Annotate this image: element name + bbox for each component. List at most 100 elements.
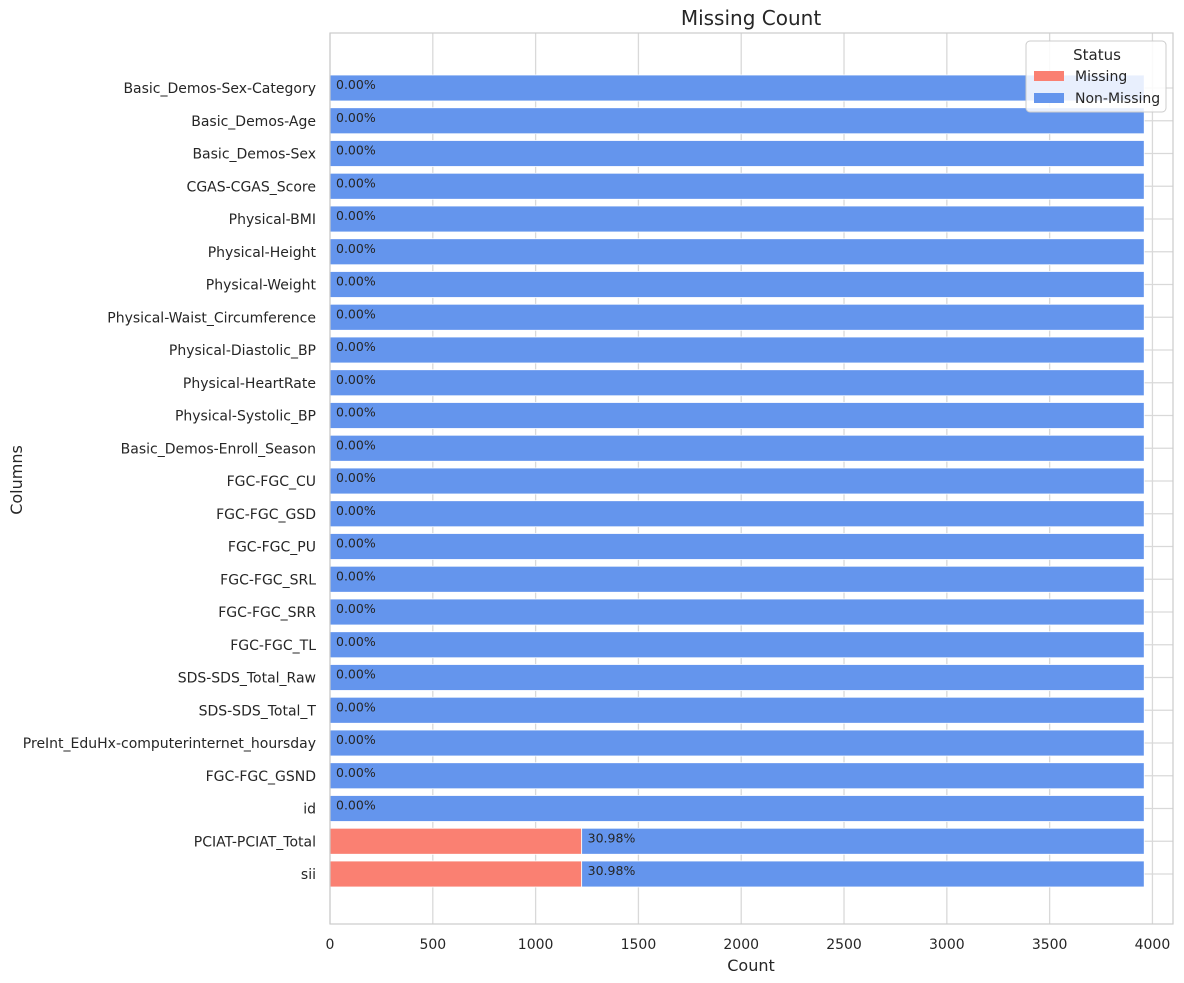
y-tick-label: PCIAT-PCIAT_Total — [194, 834, 316, 850]
x-tick-label: 2000 — [723, 937, 759, 953]
bar-non-missing — [329, 696, 1145, 724]
percent-label: 0.00% — [336, 732, 376, 747]
percent-label: 30.98% — [588, 830, 636, 845]
y-tick-label: Physical-HeartRate — [183, 376, 316, 392]
bar-non-missing — [329, 402, 1145, 429]
bar-non-missing — [581, 827, 1145, 855]
percent-label: 0.00% — [336, 339, 376, 354]
bar-non-missing — [329, 467, 1145, 495]
x-tick-label: 4000 — [1135, 937, 1171, 953]
y-tick-labels: Basic_Demos-Sex-Category Basic_Demos-Age B… — [23, 81, 317, 883]
x-tick-label: 1000 — [518, 937, 554, 953]
percent-label: 0.00% — [336, 306, 376, 321]
bar-non-missing — [329, 107, 1145, 135]
y-tick-label: Basic_Demos-Age — [191, 114, 316, 130]
percent-label: 0.00% — [336, 274, 376, 289]
y-tick-label: PreInt_EduHx-computerinternet_hoursday — [23, 736, 316, 752]
percent-label: 0.00% — [336, 503, 376, 518]
x-tick-label: 1500 — [621, 937, 657, 953]
y-tick-label: SDS-SDS_Total_Raw — [178, 671, 316, 687]
percent-label: 0.00% — [336, 601, 376, 616]
bar-non-missing — [329, 664, 1145, 691]
y-tick-label: Basic_Demos-Sex-Category — [123, 81, 316, 97]
percent-label: 0.00% — [336, 208, 376, 223]
bar-missing — [329, 860, 583, 888]
bar-non-missing — [329, 205, 1145, 233]
y-tick-label: Physical-Weight — [206, 278, 317, 294]
y-tick-label: FGC-FGC_SRL — [220, 572, 316, 588]
bar-non-missing — [329, 369, 1145, 397]
legend-swatch-missing — [1034, 71, 1064, 81]
y-tick-label: id — [303, 802, 316, 818]
percent-label: 0.00% — [336, 568, 376, 583]
percent-label: 0.00% — [336, 634, 376, 649]
percent-label: 0.00% — [336, 241, 376, 256]
y-tick-label: FGC-FGC_GSND — [206, 769, 316, 785]
y-tick-label: SDS-SDS_Total_T — [199, 703, 317, 719]
y-tick-label: Basic_Demos-Enroll_Season — [121, 441, 316, 457]
percent-label: 0.00% — [336, 405, 376, 420]
bar-non-missing — [329, 795, 1145, 822]
y-tick-label: Physical-Diastolic_BP — [169, 343, 316, 359]
bar-non-missing — [329, 140, 1145, 167]
y-tick-label: CGAS-CGAS_Score — [187, 179, 316, 195]
bar-non-missing — [329, 172, 1145, 200]
percent-label: 0.00% — [336, 175, 376, 190]
plot-frame — [329, 32, 1174, 925]
bar-non-missing — [329, 336, 1145, 364]
percent-label: 0.00% — [336, 372, 376, 387]
percent-label: 0.00% — [336, 437, 376, 452]
data-labels: 0.00% 0.00% 0.00% 0.00% 0.00% 0.00% 0.00% 0.00%… — [336, 77, 635, 878]
legend: Status Missing Non-Missing — [1025, 40, 1167, 113]
bars — [329, 74, 1145, 888]
x-tick-label: 0 — [326, 937, 335, 953]
percent-label: 0.00% — [336, 667, 376, 682]
bar-non-missing — [329, 565, 1145, 593]
x-tick-label: 2500 — [826, 937, 862, 953]
y-tick-label: FGC-FGC_SRR — [218, 605, 316, 621]
legend-label-missing: Missing — [1075, 69, 1127, 85]
bar-non-missing — [329, 434, 1145, 462]
y-tick-label: Physical-Systolic_BP — [175, 409, 316, 425]
bar-non-missing — [329, 631, 1145, 659]
y-tick-label: FGC-FGC_CU — [227, 474, 316, 490]
percent-label: 30.98% — [588, 863, 636, 878]
legend-swatch-non-missing — [1034, 93, 1064, 103]
y-tick-label: FGC-FGC_GSD — [216, 507, 316, 523]
bar-non-missing — [329, 238, 1145, 266]
percent-label: 0.00% — [336, 798, 376, 813]
percent-label: 0.00% — [336, 470, 376, 485]
x-tick-label: 3000 — [929, 937, 965, 953]
bar-missing — [329, 827, 583, 855]
legend-label-non-missing: Non-Missing — [1075, 91, 1160, 107]
chart-title: Missing Count — [681, 6, 821, 30]
bar-non-missing — [329, 303, 1145, 331]
bar-non-missing — [329, 500, 1145, 528]
legend-title: Status — [1073, 46, 1121, 64]
y-tick-label: Physical-Waist_Circumference — [107, 310, 316, 326]
y-tick-label: Physical-BMI — [229, 212, 316, 228]
y-tick-label: sii — [301, 867, 316, 883]
y-tick-label: FGC-FGC_TL — [230, 638, 316, 654]
y-axis-title: Columns — [7, 445, 26, 515]
y-tick-label: FGC-FGC_PU — [228, 540, 316, 556]
x-tick-label: 500 — [419, 937, 446, 953]
percent-label: 0.00% — [336, 536, 376, 551]
percent-label: 0.00% — [336, 110, 376, 125]
y-tick-label: Basic_Demos-Sex — [192, 147, 316, 163]
x-axis-title: Count — [727, 956, 775, 975]
x-tick-labels: 0 500 1000 1500 2000 2500 3000 3500 4000 — [326, 937, 1171, 953]
bar-non-missing — [329, 271, 1145, 298]
bar-non-missing — [329, 762, 1145, 790]
bar-non-missing — [329, 729, 1145, 757]
percent-label: 0.00% — [336, 77, 376, 92]
bar-non-missing — [581, 860, 1145, 888]
bar-non-missing — [329, 598, 1145, 626]
percent-label: 0.00% — [336, 143, 376, 158]
bar-non-missing — [329, 74, 1145, 102]
percent-label: 0.00% — [336, 765, 376, 780]
percent-label: 0.00% — [336, 699, 376, 714]
x-tick-label: 3500 — [1032, 937, 1068, 953]
y-tick-label: Physical-Height — [208, 245, 317, 261]
